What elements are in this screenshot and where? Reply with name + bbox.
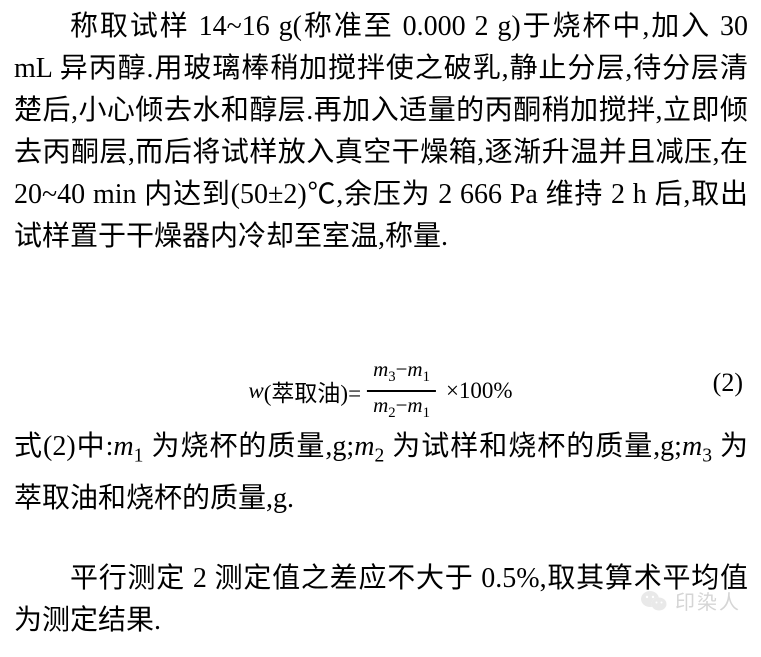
p2-s3: 3: [702, 446, 712, 467]
equation-lhs-label: (萃取油)=: [264, 374, 361, 408]
p2-m2: m: [354, 431, 374, 462]
watermark: 印染人: [641, 586, 741, 615]
equation-lhs-w: w: [248, 378, 263, 404]
p2-m1: m: [113, 431, 133, 462]
paragraph-3: 平行测定 2 测定值之差应不大于 0.5%,取其算术平均值为测定结果.: [14, 558, 748, 642]
paragraph-1-text: 称取试样 14~16 g(称准至 0.000 2 g)于烧杯中,加入 30 mL…: [14, 11, 748, 252]
equation-denominator: m2−m1: [367, 392, 436, 426]
p2-c: 为试样和烧杯的质量,g;: [384, 431, 682, 462]
p2-b: 为烧杯的质量,g;: [143, 431, 354, 462]
paragraph-3-text: 平行测定 2 测定值之差应不大于 0.5%,取其算术平均值为测定结果.: [14, 563, 748, 636]
equation-numerator: m3−m1: [367, 356, 436, 390]
equation-fraction: m3−m1 m2−m1: [367, 356, 436, 426]
page-scan: { "paragraph1": "称取试样 14~16 g(称准至 0.000 …: [0, 0, 761, 657]
paragraph-2: 式(2)中:m1 为烧杯的质量,g;m2 为试样和烧杯的质量,g;m3 为萃取油…: [14, 426, 748, 520]
p2-s1: 1: [134, 446, 144, 467]
watermark-text: 印染人: [675, 586, 741, 615]
equation-tail: ×100%: [446, 378, 513, 404]
wechat-icon: [641, 590, 667, 612]
p2-s2: 2: [374, 446, 384, 467]
paragraph-1: 称取试样 14~16 g(称准至 0.000 2 g)于烧杯中,加入 30 mL…: [14, 6, 748, 258]
p2-m3: m: [682, 431, 702, 462]
equation-content: w (萃取油)= m3−m1 m2−m1 ×100%: [248, 356, 512, 426]
equation-number: (2): [713, 368, 743, 398]
p2-prefix: 式(2)中:: [14, 431, 113, 462]
